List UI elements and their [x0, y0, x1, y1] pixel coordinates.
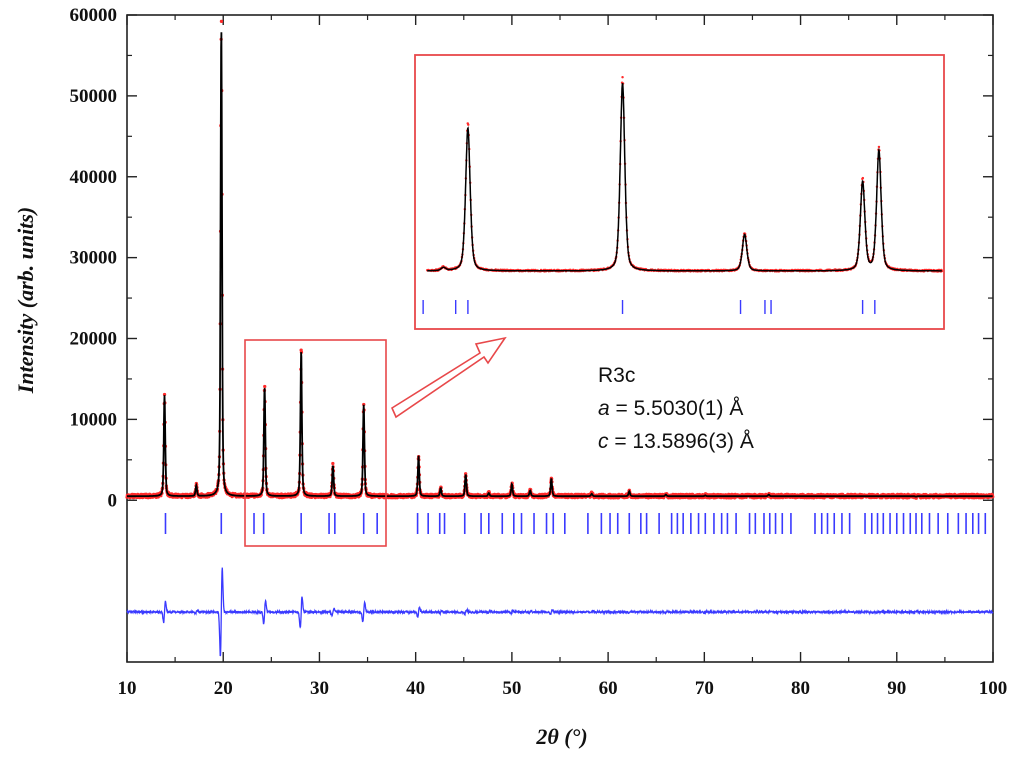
inset-frame	[414, 54, 945, 330]
zoom-box	[244, 339, 387, 547]
y-tick-label: 30000	[70, 248, 118, 269]
y-tick-label: 40000	[70, 167, 118, 188]
zoom-arrow	[390, 336, 507, 419]
x-axis-ticks: 10 20 30 40 50 60 70 80 90 100	[118, 15, 1008, 699]
lattice-a-label: a = 5.5030(1) Å	[598, 397, 743, 420]
lattice-c-value: = 13.5896(3) Å	[609, 430, 754, 453]
y-tick-label: 20000	[70, 329, 118, 350]
lattice-c-label: c = 13.5896(3) Å	[598, 430, 754, 453]
lattice-a-symbol: a	[598, 397, 610, 420]
lattice-c-symbol: c	[598, 430, 609, 453]
y-axis-ticks: 0 10000 20000 30000 40000 50000 60000	[70, 5, 993, 511]
space-group-label: R3c	[598, 364, 635, 387]
inset-plot	[414, 54, 945, 330]
inset-calculated-line	[427, 83, 942, 272]
y-tick-label: 60000	[70, 5, 118, 26]
difference-curve	[126, 567, 994, 657]
x-tick-label: 80	[791, 678, 810, 699]
y-axis-title: Intensity (arb. units)	[13, 207, 38, 394]
main-pattern	[125, 19, 995, 500]
y-tick-label: 50000	[70, 86, 118, 107]
x-tick-label: 50	[502, 678, 521, 699]
x-axis-title: 2θ (°)	[535, 724, 587, 749]
x-tick-label: 40	[406, 678, 425, 699]
difference-line	[126, 567, 994, 657]
lattice-annotation: R3c a = 5.5030(1) Å c = 13.5896(3) Å	[598, 364, 754, 453]
x-tick-label: 60	[599, 678, 618, 699]
zoom-region	[244, 336, 507, 547]
x-tick-label: 30	[310, 678, 329, 699]
y-tick-label: 10000	[70, 409, 118, 430]
x-tick-label: 90	[887, 678, 906, 699]
x-tick-label: 10	[118, 678, 137, 699]
bragg-reflection-ticks	[164, 513, 987, 534]
calculated-line	[127, 32, 993, 498]
lattice-a-value: = 5.5030(1) Å	[610, 397, 744, 420]
x-tick-label: 20	[214, 678, 233, 699]
x-tick-label: 70	[695, 678, 714, 699]
y-tick-label: 0	[108, 490, 118, 511]
x-tick-label: 100	[979, 678, 1008, 699]
